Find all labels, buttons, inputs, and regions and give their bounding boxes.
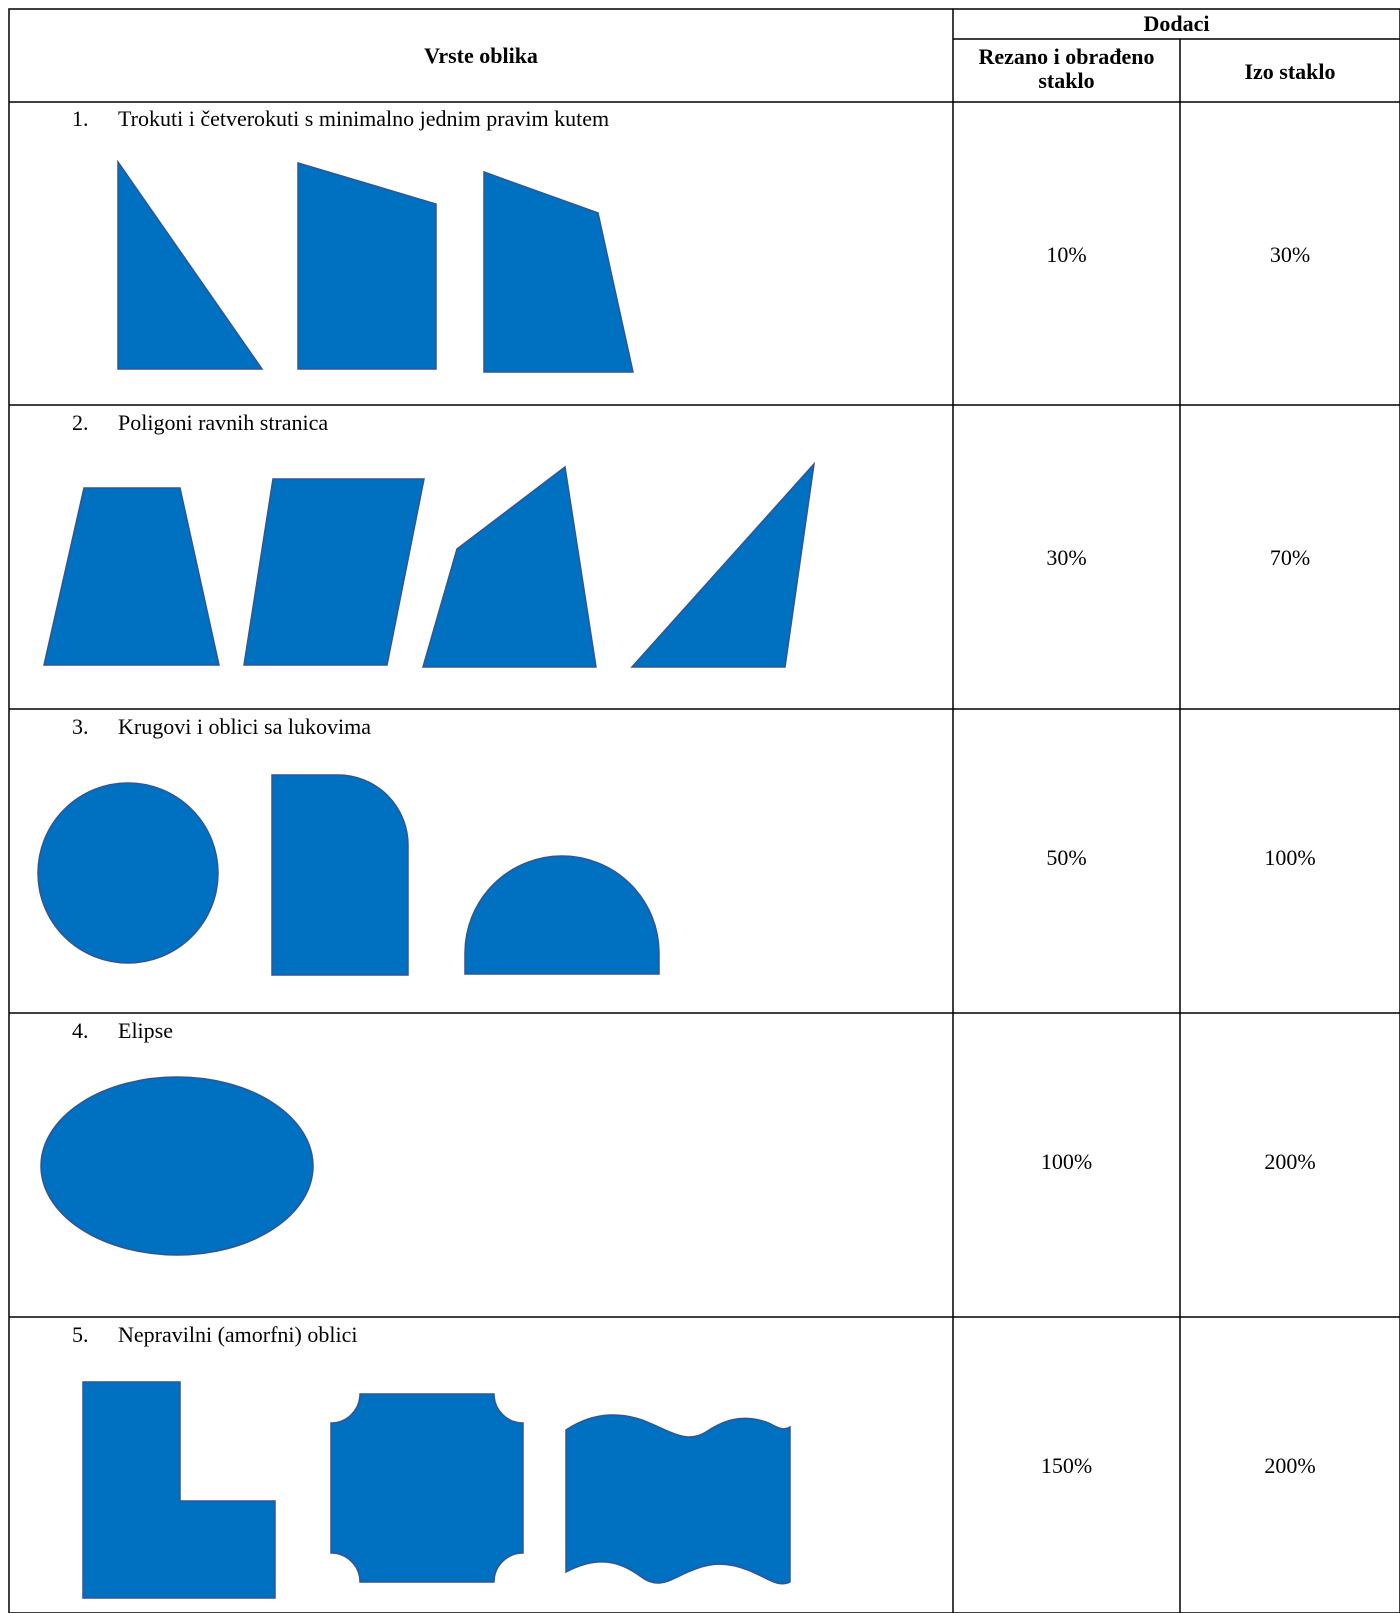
cut-processed-value: 150% [1040, 1453, 1093, 1478]
row-title: 5. Nepravilni (amorfni) oblici [72, 1322, 357, 1348]
row-label: Nepravilni (amorfni) oblici [118, 1322, 358, 1347]
row-label: Poligoni ravnih stranica [118, 410, 329, 435]
izo-glass-value: 30% [1269, 242, 1311, 267]
row-number: 3. [72, 714, 89, 739]
row-number: 2. [72, 410, 89, 435]
izo-glass-value: 200% [1264, 1149, 1316, 1174]
row-label: Elipse [118, 1018, 173, 1043]
header-izo-glass: Izo staklo [1244, 59, 1336, 84]
row-number: 4. [72, 1018, 89, 1043]
izo-glass-value: 70% [1269, 545, 1311, 570]
row-title: 2. Poligoni ravnih stranica [72, 410, 328, 436]
cut-processed-value: 100% [1040, 1149, 1093, 1174]
cut-processed-value: 50% [1046, 845, 1087, 870]
header-additions: Dodaci [1143, 11, 1210, 36]
row-number: 5. [72, 1322, 89, 1347]
row-title: 3. Krugovi i oblici sa lukovima [72, 714, 371, 740]
header-shape-types: Vrste oblika [424, 43, 538, 68]
izo-glass-value: 200% [1264, 1453, 1316, 1478]
cut-processed-value: 10% [1046, 242, 1087, 267]
row-label: Krugovi i oblici sa lukovima [118, 714, 371, 739]
header-cut-processed: Rezano i obrađeno staklo [978, 44, 1155, 93]
row-number: 1. [72, 106, 89, 131]
cut-processed-value: 30% [1046, 545, 1087, 570]
izo-glass-value: 100% [1264, 845, 1316, 870]
row-title: 1. Trokuti i četverokuti s minimalno jedn… [72, 106, 609, 132]
row-label: Trokuti i četverokuti s minimalno jednim… [118, 106, 610, 131]
row-title: 4. Elipse [72, 1018, 173, 1044]
